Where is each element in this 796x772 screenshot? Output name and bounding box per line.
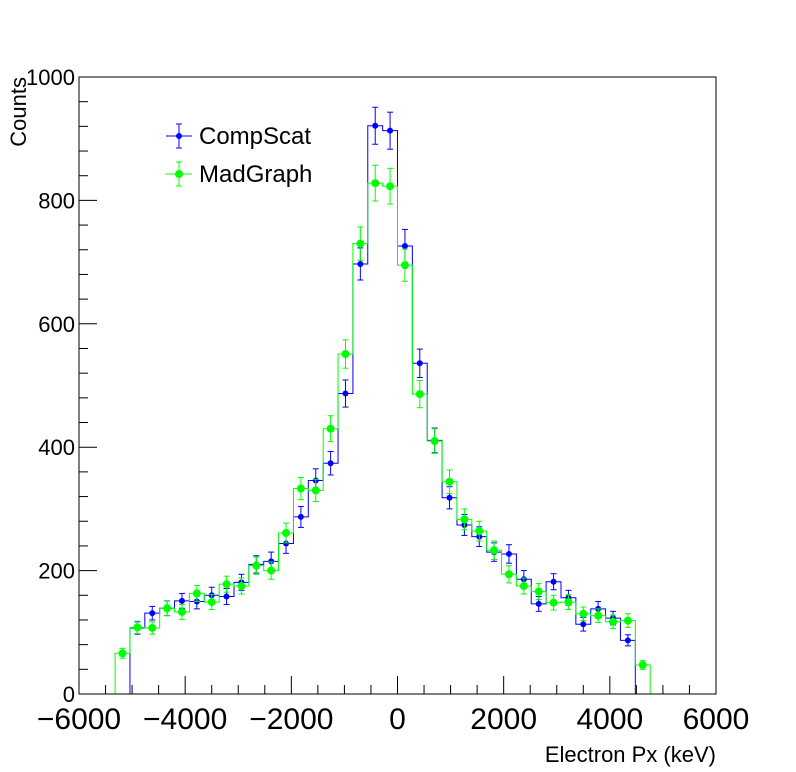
madgraph-step-line	[79, 182, 716, 695]
madgraph-marker	[460, 515, 469, 524]
madgraph-marker	[519, 582, 528, 591]
madgraph-marker	[192, 589, 201, 598]
compscat-marker	[297, 513, 304, 520]
y-tick-label: 0	[63, 682, 75, 707]
x-tick-label: −4000	[143, 703, 227, 736]
madgraph-marker	[430, 437, 439, 446]
compscat-marker	[416, 360, 423, 367]
compscat-marker	[446, 494, 453, 501]
madgraph-marker	[400, 261, 409, 270]
madgraph-marker	[594, 611, 603, 620]
y-tick-label: 1000	[26, 65, 75, 90]
madgraph-marker	[609, 617, 618, 626]
y-tick-label: 800	[38, 188, 75, 213]
madgraph-marker	[133, 623, 142, 632]
madgraph-marker	[296, 484, 305, 493]
madgraph-marker	[267, 566, 276, 575]
x-tick-label: 6000	[683, 703, 750, 736]
x-tick-label: 2000	[470, 703, 537, 736]
legend: CompScat MadGraph	[166, 123, 312, 188]
legend-marker-madgraph	[175, 170, 183, 178]
madgraph-marker	[163, 604, 172, 613]
madgraph-marker	[252, 561, 261, 570]
x-axis-title: Electron Px (keV)	[545, 742, 716, 767]
madgraph-marker	[564, 598, 573, 607]
madgraph-marker	[356, 239, 365, 248]
axes-layer: −6000 −4000 −2000 0 2000 4000 6000 0 200 400 600 80…	[26, 65, 749, 736]
compscat-marker	[223, 593, 230, 600]
compscat-marker	[550, 578, 557, 585]
legend-label-compscat: CompScat	[199, 123, 311, 150]
madgraph-marker	[207, 598, 216, 607]
compscat-marker	[580, 621, 587, 628]
y-tick-label: 600	[38, 312, 75, 337]
compscat-marker	[535, 600, 542, 607]
madgraph-marker	[638, 661, 647, 670]
y-tick-label: 400	[38, 435, 75, 460]
compscat-marker	[149, 610, 156, 617]
compscat-marker	[268, 558, 275, 565]
compscat-marker	[342, 390, 349, 397]
madgraph-marker	[282, 528, 291, 537]
compscat-marker	[401, 243, 408, 250]
madgraph-marker	[118, 649, 127, 658]
madgraph-marker	[177, 607, 186, 616]
x-tick-label: 4000	[576, 703, 643, 736]
madgraph-marker	[326, 424, 335, 433]
y-axis-title: Counts	[6, 77, 31, 147]
madgraph-marker	[222, 580, 231, 589]
legend-marker-compscat	[176, 133, 182, 139]
madgraph-marker	[475, 527, 484, 536]
compscat-marker	[327, 460, 334, 467]
compscat-marker	[357, 260, 364, 267]
madgraph-marker	[490, 546, 499, 555]
compscat-marker	[505, 550, 512, 557]
madgraph-marker	[371, 179, 380, 188]
compscat-marker	[387, 127, 394, 134]
madgraph-marker	[623, 616, 632, 625]
y-tick-label: 200	[38, 559, 75, 584]
madgraph-marker	[237, 582, 246, 591]
legend-label-madgraph: MadGraph	[199, 161, 312, 188]
x-tick-label: 0	[389, 703, 406, 736]
madgraph-marker	[311, 486, 320, 495]
madgraph-marker	[549, 598, 558, 607]
x-tick-label: −2000	[249, 703, 333, 736]
compscat-marker	[372, 122, 379, 129]
madgraph-marker	[534, 587, 543, 596]
madgraph-marker	[386, 182, 395, 191]
series-layer	[79, 106, 716, 695]
madgraph-marker	[341, 350, 350, 359]
madgraph-marker	[504, 570, 513, 579]
madgraph-marker	[148, 623, 157, 632]
madgraph-marker	[445, 477, 454, 486]
compscat-marker	[624, 637, 631, 644]
madgraph-marker	[415, 390, 424, 399]
x-tick-label: −6000	[37, 703, 121, 736]
compscat-marker	[283, 540, 290, 547]
compscat-marker	[178, 597, 185, 604]
madgraph-marker	[579, 609, 588, 618]
